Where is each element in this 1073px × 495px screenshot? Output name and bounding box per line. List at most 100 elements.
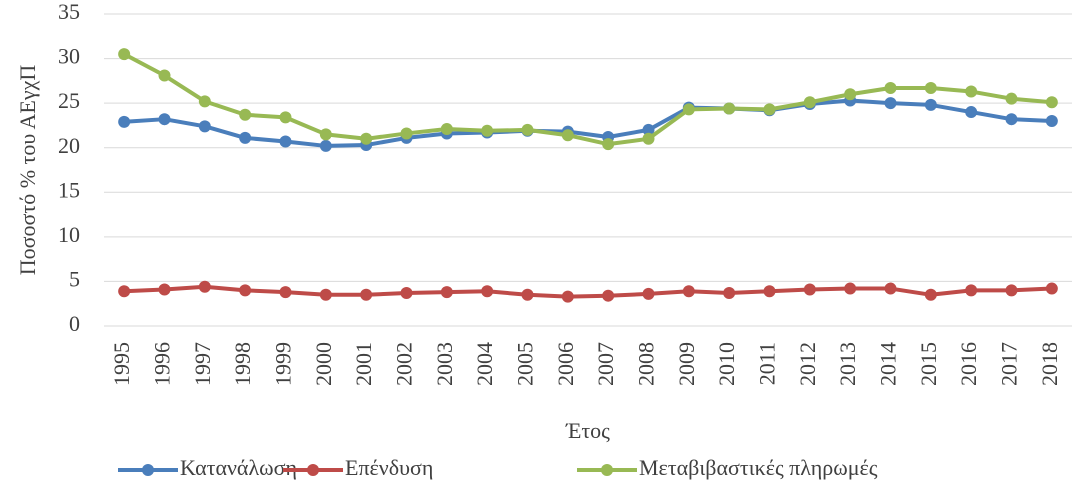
point (803, 283, 816, 296)
point (763, 285, 776, 298)
point (118, 285, 131, 298)
x-tick-label: 2008 (634, 342, 659, 386)
point (642, 123, 655, 136)
point (440, 286, 453, 299)
point (642, 287, 655, 300)
point (642, 132, 655, 145)
point (360, 288, 373, 301)
legend-marker (601, 464, 613, 476)
point (481, 124, 494, 137)
point (118, 48, 131, 61)
x-tick-label: 2013 (835, 342, 860, 386)
y-tick-label: 10 (58, 222, 80, 247)
point (198, 120, 211, 133)
point (400, 127, 413, 140)
point (360, 132, 373, 145)
point (1005, 113, 1018, 126)
point (602, 289, 615, 302)
x-tick-label: 2003 (432, 342, 457, 386)
point (924, 288, 937, 301)
point (158, 283, 171, 296)
point (884, 282, 897, 295)
point (279, 135, 292, 148)
point (239, 284, 252, 297)
x-tick-label: 2002 (392, 342, 417, 386)
legend-label: Μεταβιβαστικές πληρωμές (639, 455, 878, 480)
x-tick-label: 1999 (271, 342, 296, 386)
x-tick-label: 2018 (1037, 342, 1062, 386)
x-tick-label: 2014 (876, 342, 901, 386)
point (1045, 96, 1058, 109)
x-tick-label: 1998 (230, 342, 255, 386)
point (319, 288, 332, 301)
point (239, 131, 252, 144)
point (279, 286, 292, 299)
point (884, 97, 897, 110)
legend-label: Κατανάλωση (180, 455, 297, 480)
point (965, 85, 978, 98)
x-tick-label: 2016 (956, 342, 981, 386)
y-tick-label: 25 (58, 88, 80, 113)
point (319, 139, 332, 152)
series-line (124, 284, 1052, 299)
point (561, 129, 574, 142)
x-tick-label: 2007 (593, 342, 618, 386)
x-tick-label: 2000 (311, 342, 336, 386)
point (198, 95, 211, 108)
point (1045, 114, 1058, 127)
point (158, 69, 171, 82)
y-tick-label: 15 (58, 177, 80, 202)
x-tick-label: 2017 (997, 342, 1022, 386)
x-tick-label: 2015 (916, 342, 941, 386)
point (844, 88, 857, 101)
point (521, 288, 534, 301)
point (965, 284, 978, 297)
point (440, 122, 453, 135)
point (803, 96, 816, 109)
point (884, 81, 897, 94)
x-tick-label: 2001 (351, 342, 376, 386)
point (602, 138, 615, 151)
point (682, 285, 695, 298)
y-tick-label: 35 (58, 0, 80, 24)
x-tick-label: 2012 (795, 342, 820, 386)
y-tick-label: 20 (58, 133, 80, 158)
y-tick-label: 0 (69, 311, 80, 336)
x-tick-label: 1995 (109, 342, 134, 386)
x-tick-label: 2005 (513, 342, 538, 386)
point (682, 103, 695, 116)
point (481, 285, 494, 298)
x-tick-label: 2010 (714, 342, 739, 386)
point (239, 108, 252, 121)
series-line (124, 98, 1052, 148)
y-axis-title: Ποσοστό % του ΑΕγχΠ (15, 65, 40, 276)
point (844, 282, 857, 295)
x-tick-label: 2011 (755, 342, 780, 385)
point (521, 123, 534, 136)
point (1045, 282, 1058, 295)
point (561, 290, 574, 303)
point (118, 115, 131, 128)
point (924, 98, 937, 111)
y-tick-label: 5 (69, 266, 80, 291)
point (1005, 92, 1018, 105)
x-axis-title: Έτος (565, 418, 610, 443)
point (198, 280, 211, 293)
point (1005, 284, 1018, 297)
x-tick-label: 1997 (190, 342, 215, 386)
point (965, 106, 978, 119)
point (279, 111, 292, 124)
y-tick-label: 30 (58, 44, 80, 69)
point (924, 81, 937, 94)
point (723, 287, 736, 300)
legend-marker (307, 464, 319, 476)
legend-marker (142, 464, 154, 476)
point (319, 128, 332, 141)
point (763, 103, 776, 116)
series-line (123, 52, 1053, 147)
point (400, 287, 413, 300)
point (723, 102, 736, 115)
legend-label: Επένδυση (345, 455, 433, 480)
point (158, 113, 171, 126)
